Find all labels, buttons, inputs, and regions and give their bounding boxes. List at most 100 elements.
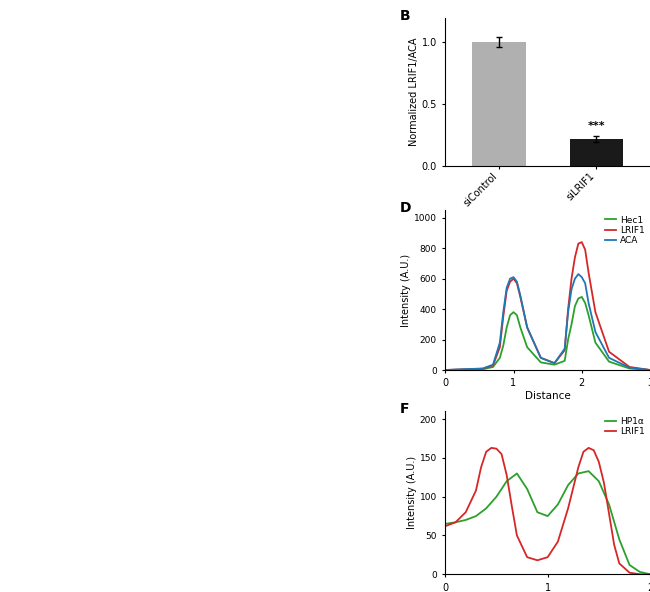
Hec1 bbox=[499, 342, 507, 349]
HP1α bbox=[523, 485, 531, 493]
ACA bbox=[523, 324, 531, 331]
ACA bbox=[571, 275, 578, 282]
LRIF1 bbox=[543, 554, 551, 561]
LRIF1 bbox=[441, 366, 449, 374]
Y-axis label: Intensity (A.U.): Intensity (A.U.) bbox=[407, 456, 417, 529]
Hec1 bbox=[646, 366, 650, 374]
LRIF1 bbox=[498, 451, 506, 458]
LRIF1 bbox=[503, 287, 511, 294]
LRIF1 bbox=[605, 348, 613, 355]
Hec1 bbox=[581, 300, 589, 307]
Hec1 bbox=[551, 361, 558, 368]
LRIF1 bbox=[595, 458, 603, 465]
HP1α bbox=[616, 536, 623, 543]
Hec1 bbox=[523, 343, 531, 350]
Hec1 bbox=[496, 354, 504, 361]
HP1α bbox=[462, 516, 469, 523]
HP1α bbox=[585, 468, 593, 475]
LRIF1 bbox=[564, 505, 572, 512]
Hec1 bbox=[513, 311, 521, 318]
LRIF1 bbox=[554, 538, 562, 545]
X-axis label: Distance: Distance bbox=[525, 391, 571, 401]
Line: ACA: ACA bbox=[445, 274, 650, 370]
LRIF1 bbox=[537, 354, 545, 361]
LRIF1 bbox=[571, 254, 578, 261]
ACA bbox=[561, 345, 569, 352]
LRIF1 bbox=[580, 448, 588, 455]
LRIF1 bbox=[479, 365, 487, 372]
HP1α bbox=[605, 501, 613, 508]
LRIF1 bbox=[482, 448, 490, 455]
LRIF1 bbox=[506, 278, 514, 285]
LRIF1 bbox=[625, 569, 633, 576]
LRIF1 bbox=[636, 571, 643, 578]
Hec1 bbox=[592, 339, 599, 346]
LRIF1 bbox=[646, 366, 650, 374]
Text: E: E bbox=[4, 401, 14, 414]
LRIF1 bbox=[564, 305, 572, 313]
ACA bbox=[581, 279, 589, 287]
ACA bbox=[479, 365, 487, 372]
Text: B: B bbox=[400, 9, 411, 23]
Hec1 bbox=[585, 311, 593, 318]
LRIF1 bbox=[496, 343, 504, 350]
ACA bbox=[513, 278, 521, 285]
Hec1 bbox=[537, 359, 545, 366]
Hec1 bbox=[561, 358, 569, 365]
LRIF1 bbox=[472, 487, 480, 494]
ACA bbox=[441, 366, 449, 374]
Line: HP1α: HP1α bbox=[445, 471, 650, 574]
LRIF1 bbox=[508, 503, 515, 510]
LRIF1 bbox=[510, 275, 517, 282]
Legend: Hec1, LRIF1, ACA: Hec1, LRIF1, ACA bbox=[604, 215, 645, 246]
ACA bbox=[578, 274, 586, 281]
ACA bbox=[585, 300, 593, 307]
ACA bbox=[506, 275, 514, 282]
LRIF1 bbox=[605, 510, 613, 517]
LRIF1 bbox=[551, 359, 558, 366]
Hec1 bbox=[489, 363, 497, 371]
HP1α bbox=[575, 470, 582, 477]
LRIF1 bbox=[581, 246, 589, 253]
LRIF1 bbox=[625, 363, 633, 371]
LRIF1 bbox=[477, 464, 485, 471]
Line: Hec1: Hec1 bbox=[445, 297, 650, 370]
Bar bbox=[569, 139, 623, 166]
HP1α bbox=[534, 509, 541, 516]
Hec1 bbox=[517, 324, 525, 331]
Legend: HP1α, LRIF1: HP1α, LRIF1 bbox=[604, 416, 645, 437]
LRIF1 bbox=[523, 324, 531, 331]
Text: C: C bbox=[4, 208, 14, 222]
Line: LRIF1: LRIF1 bbox=[445, 242, 650, 370]
HP1α bbox=[554, 501, 562, 508]
Text: D: D bbox=[400, 201, 411, 214]
HP1α bbox=[595, 478, 603, 485]
ACA bbox=[517, 292, 525, 299]
LRIF1 bbox=[590, 446, 597, 453]
LRIF1 bbox=[592, 308, 599, 316]
LRIF1 bbox=[499, 313, 507, 320]
LRIF1 bbox=[462, 509, 469, 516]
ACA bbox=[625, 364, 633, 371]
Hec1 bbox=[578, 294, 586, 301]
Hec1 bbox=[441, 366, 449, 374]
LRIF1 bbox=[585, 445, 593, 452]
HP1α bbox=[543, 513, 551, 520]
HP1α bbox=[503, 478, 511, 485]
HP1α bbox=[441, 520, 449, 527]
LRIF1 bbox=[578, 239, 586, 246]
HP1α bbox=[625, 561, 633, 568]
ACA bbox=[646, 366, 650, 374]
LRIF1 bbox=[534, 556, 541, 564]
HP1α bbox=[452, 519, 460, 526]
ACA bbox=[567, 286, 575, 293]
ACA bbox=[510, 274, 517, 281]
Text: F: F bbox=[400, 401, 410, 416]
ACA bbox=[551, 359, 558, 366]
LRIF1 bbox=[610, 541, 618, 548]
ACA bbox=[537, 354, 545, 361]
Hec1 bbox=[479, 366, 487, 373]
LRIF1 bbox=[616, 560, 623, 567]
ACA bbox=[605, 354, 613, 361]
ACA bbox=[592, 329, 599, 336]
